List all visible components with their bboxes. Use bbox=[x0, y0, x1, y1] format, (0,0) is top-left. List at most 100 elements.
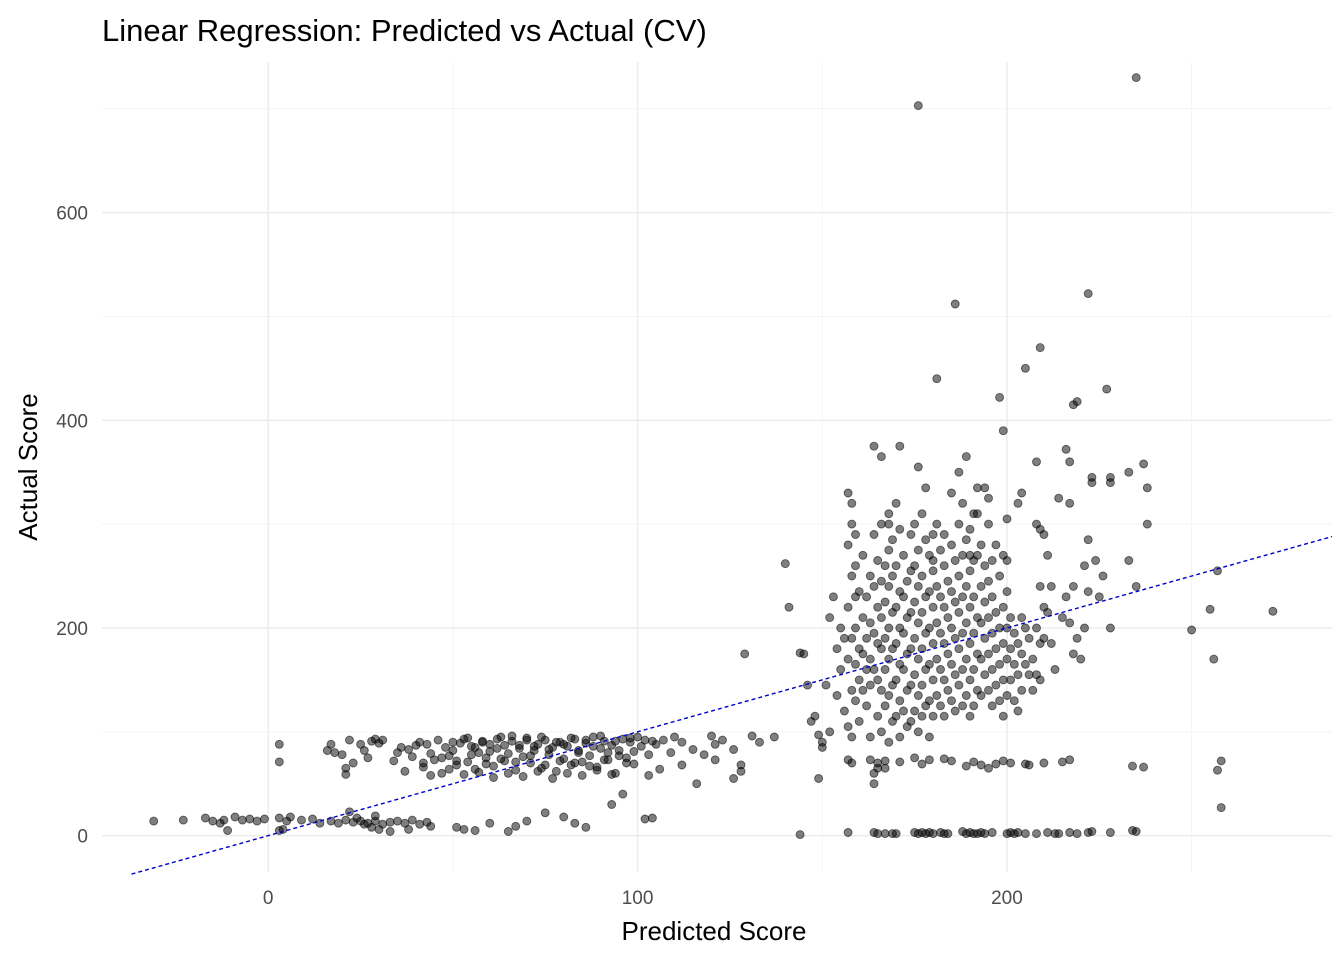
data-point bbox=[932, 581, 942, 591]
data-point bbox=[854, 675, 864, 685]
data-point bbox=[854, 587, 864, 597]
data-point bbox=[622, 758, 631, 768]
data-point bbox=[514, 743, 524, 753]
data-point bbox=[906, 530, 916, 539]
data-point bbox=[873, 602, 883, 612]
data-point bbox=[1083, 535, 1093, 545]
data-point bbox=[969, 757, 979, 767]
data-point bbox=[803, 680, 812, 690]
data-point bbox=[581, 822, 591, 832]
data-point bbox=[888, 571, 897, 581]
data-point bbox=[1013, 706, 1023, 716]
data-point bbox=[998, 711, 1008, 721]
data-point bbox=[939, 561, 949, 571]
data-point bbox=[965, 602, 975, 612]
data-point bbox=[1080, 623, 1089, 633]
data-point bbox=[851, 696, 860, 706]
data-point bbox=[655, 764, 665, 774]
data-point bbox=[947, 696, 956, 706]
data-point bbox=[950, 706, 960, 716]
data-point bbox=[984, 576, 993, 586]
data-point bbox=[1142, 519, 1152, 529]
data-point bbox=[363, 753, 373, 763]
data-point bbox=[880, 633, 890, 643]
data-point bbox=[976, 540, 986, 550]
data-point bbox=[961, 618, 971, 628]
data-point bbox=[928, 530, 938, 539]
data-point bbox=[991, 644, 1001, 654]
data-point bbox=[869, 581, 879, 591]
data-point bbox=[537, 732, 546, 742]
data-point bbox=[640, 814, 650, 824]
y-tick-label: 0 bbox=[77, 827, 88, 848]
data-point bbox=[1013, 828, 1023, 837]
data-point bbox=[843, 654, 853, 664]
data-point bbox=[858, 685, 868, 695]
data-point bbox=[891, 711, 901, 721]
data-point bbox=[906, 607, 916, 617]
data-point bbox=[492, 743, 502, 753]
data-point bbox=[884, 623, 894, 633]
data-point bbox=[899, 665, 908, 674]
data-point bbox=[984, 613, 993, 623]
data-point bbox=[839, 633, 849, 643]
data-point bbox=[396, 742, 406, 752]
data-point bbox=[895, 732, 905, 742]
data-point bbox=[843, 722, 853, 732]
data-point bbox=[500, 740, 510, 750]
data-point bbox=[876, 727, 886, 737]
data-point bbox=[485, 747, 495, 756]
data-point bbox=[943, 576, 953, 586]
data-point bbox=[932, 618, 942, 628]
data-point bbox=[526, 758, 535, 768]
data-point bbox=[178, 815, 188, 825]
data-point bbox=[817, 737, 827, 747]
data-point bbox=[629, 747, 639, 756]
data-point bbox=[980, 483, 990, 493]
data-point bbox=[1131, 73, 1141, 83]
data-point bbox=[1213, 765, 1222, 775]
data-point bbox=[699, 750, 709, 760]
data-point bbox=[884, 737, 894, 747]
data-point bbox=[873, 829, 883, 839]
data-point bbox=[729, 774, 739, 783]
data-point bbox=[913, 545, 923, 555]
data-point bbox=[407, 815, 417, 825]
data-point bbox=[518, 752, 528, 762]
data-point bbox=[913, 691, 923, 700]
data-point bbox=[677, 760, 687, 770]
data-point bbox=[869, 779, 879, 789]
data-point bbox=[485, 818, 495, 828]
data-point bbox=[880, 763, 890, 773]
data-point bbox=[647, 813, 657, 823]
data-point bbox=[1006, 644, 1016, 654]
data-point bbox=[1006, 758, 1016, 768]
data-point bbox=[943, 649, 953, 659]
data-point bbox=[891, 639, 901, 648]
data-point bbox=[954, 519, 964, 529]
data-point bbox=[950, 670, 960, 680]
data-point bbox=[522, 816, 532, 826]
data-point bbox=[1035, 675, 1045, 685]
data-point bbox=[614, 751, 624, 761]
data-point bbox=[924, 623, 934, 633]
data-point bbox=[285, 812, 295, 822]
data-point bbox=[884, 545, 894, 555]
data-point bbox=[939, 530, 949, 539]
data-point bbox=[359, 746, 369, 755]
data-point bbox=[441, 742, 450, 752]
data-point bbox=[566, 733, 576, 743]
data-point bbox=[862, 633, 872, 643]
data-point bbox=[1039, 758, 1049, 768]
data-point bbox=[917, 644, 927, 654]
data-point bbox=[976, 581, 986, 591]
data-point bbox=[876, 576, 886, 586]
data-point bbox=[444, 764, 454, 774]
data-point bbox=[917, 607, 927, 617]
data-point bbox=[470, 826, 480, 835]
data-point bbox=[891, 602, 901, 612]
data-point bbox=[1061, 592, 1071, 602]
data-point bbox=[1035, 581, 1045, 591]
data-point bbox=[969, 701, 979, 711]
data-point bbox=[1102, 384, 1112, 394]
